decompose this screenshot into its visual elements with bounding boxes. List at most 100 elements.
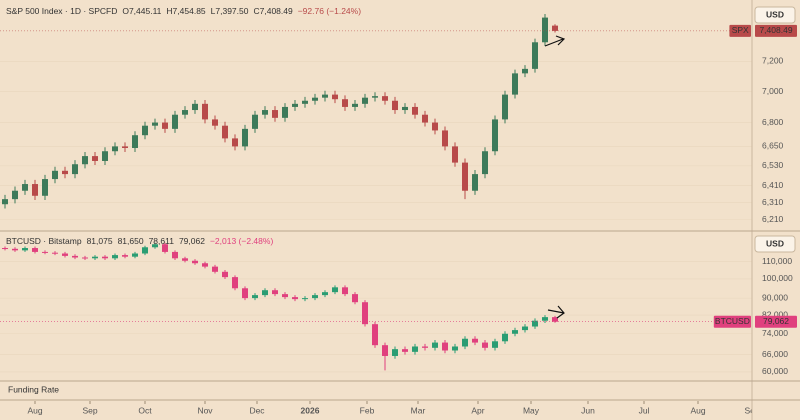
x-tick-label: Sep: [82, 405, 97, 415]
candle-body: [352, 103, 358, 107]
candle-body: [412, 346, 418, 352]
currency-label: USD: [766, 238, 784, 248]
y-tick-label: 6,530: [762, 160, 784, 170]
candle-body: [282, 294, 288, 298]
candle-body: [442, 342, 448, 351]
y-tick-label: 90,000: [762, 292, 788, 302]
candle-body: [72, 164, 78, 175]
candle-body: [32, 248, 38, 252]
candle-body: [232, 277, 238, 289]
candle-body: [162, 244, 168, 252]
candle-body: [472, 174, 478, 191]
legend-value: 81,650: [118, 236, 144, 246]
candle-body: [132, 135, 138, 149]
candle-body: [212, 266, 218, 272]
x-tick-label: Jun: [581, 405, 595, 415]
candle-body: [312, 97, 318, 101]
candle-body: [172, 251, 178, 259]
candle-body: [392, 349, 398, 356]
legend-value: L7,397.50: [211, 6, 249, 16]
x-tick-label: May: [523, 405, 540, 415]
candle-body: [252, 295, 258, 299]
y-tick-label: 7,000: [762, 86, 784, 96]
candle-body: [262, 290, 268, 296]
candle-body: [182, 110, 188, 115]
candle-body: [422, 114, 428, 123]
candle-body: [432, 122, 438, 131]
candle-body: [212, 119, 218, 126]
candle-body: [542, 17, 548, 43]
annotation-arrow: [547, 305, 565, 319]
candle-body: [202, 103, 208, 120]
candle-body: [492, 119, 498, 152]
price-tag-value: 7,408.49: [759, 25, 792, 35]
price-tag-symbol-box: [713, 315, 751, 328]
candle-body: [272, 290, 278, 295]
candle-body: [42, 251, 48, 253]
y-tick-label: 6,800: [762, 117, 784, 127]
candle-body: [532, 42, 538, 69]
price-tag-box: [755, 315, 797, 328]
candle-body: [82, 156, 88, 165]
x-tick-label: Feb: [360, 405, 375, 415]
plot-area: Aug Sep Oct Nov Dec 2026 Feb Mar Apr May Jun Jul Aug…: [0, 14, 760, 415]
candle-body: [302, 298, 308, 300]
x-tick-label: Apr: [471, 405, 484, 415]
candle-body: [332, 287, 338, 293]
candle-body: [452, 146, 458, 163]
candle-body: [512, 73, 518, 95]
legend-value: −2,013 (−2.48%): [210, 236, 273, 246]
legend-value: H7,454.85: [166, 6, 205, 16]
legend-value: 79,062: [179, 236, 205, 246]
candle-body: [252, 114, 258, 129]
y-tick-label: 6,650: [762, 141, 784, 151]
candle-body: [2, 199, 8, 205]
candle-body: [122, 146, 128, 149]
candle-body: [192, 260, 198, 264]
candle-body: [102, 256, 108, 259]
candle-body: [112, 146, 118, 152]
currency-button[interactable]: [754, 6, 796, 24]
candle-body: [102, 151, 108, 161]
y-tick-label: 74,000: [762, 328, 788, 338]
candle-body: [152, 244, 158, 248]
candle-body: [502, 94, 508, 120]
price-tag-box: [755, 24, 797, 37]
candle-body: [462, 338, 468, 347]
candle-body: [52, 252, 58, 254]
axes: S&P 500 Index · 1D · SPCFD O7,445.11 H7,45…: [6, 6, 797, 376]
x-tick-label: Aug: [690, 405, 705, 415]
candle-body: [522, 68, 528, 74]
candle-body: [2, 248, 8, 250]
pane-title: S&P 500 Index · 1D · SPCFD: [6, 6, 117, 16]
legend-value: 81,075: [87, 236, 113, 246]
legend-value: 78,611: [149, 236, 175, 246]
legend-value: −92.76 (−1.24%): [298, 6, 361, 16]
candle-body: [112, 255, 118, 259]
candle-body: [372, 324, 378, 346]
y-tick-label: 82,000: [762, 309, 788, 319]
candle-body: [362, 97, 368, 104]
candle-body: [482, 151, 488, 175]
candle-body: [342, 287, 348, 295]
candle-body: [372, 96, 378, 98]
currency-button[interactable]: [754, 235, 796, 253]
price-tag-value: 79,062: [763, 316, 789, 326]
x-tick-label: Dec: [249, 405, 265, 415]
x-tick-label: Nov: [197, 405, 213, 415]
y-tick-label: 110,000: [762, 256, 792, 266]
y-tick-label: 100,000: [762, 273, 793, 283]
legend-value: O7,445.11: [122, 6, 161, 16]
pane-header: S&P 500 Index · 1D · SPCFD O7,445.11 H7,45…: [6, 6, 361, 16]
currency-label: USD: [766, 9, 784, 19]
candle-body: [132, 253, 138, 257]
x-tick-label: Aug: [27, 405, 42, 415]
price-tag-symbol: SPX: [732, 25, 749, 35]
candle-body: [262, 110, 268, 115]
x-tick-label: 2026: [301, 405, 320, 415]
candle-body: [452, 346, 458, 351]
candle-body: [422, 346, 428, 348]
candle-body: [32, 184, 38, 196]
x-tick-label: Jul: [639, 405, 650, 415]
